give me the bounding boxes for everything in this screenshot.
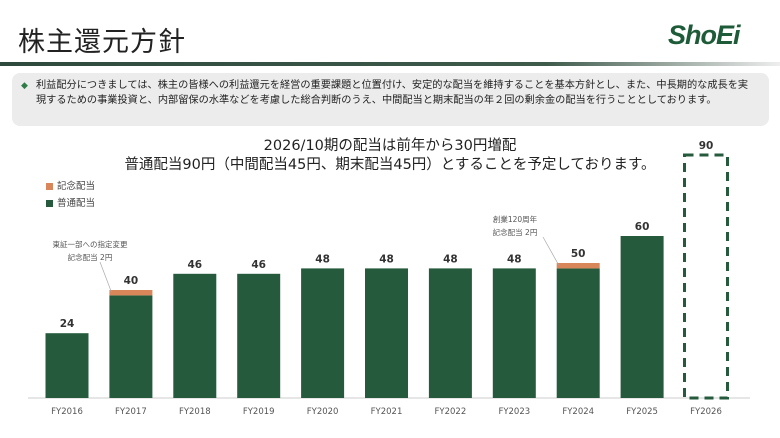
legend-swatch <box>46 183 53 190</box>
x-tick-label: FY2017 <box>115 407 147 417</box>
x-tick-label: FY2023 <box>498 407 530 417</box>
data-label: 46 <box>251 259 266 271</box>
x-tick-label: FY2020 <box>307 407 339 417</box>
diamond-bullet-icon: ◆ <box>21 81 28 91</box>
bar-ordinary <box>556 268 600 398</box>
x-tick-label: FY2018 <box>179 407 211 417</box>
bar-commemorative <box>556 263 600 269</box>
data-label: 48 <box>443 253 458 265</box>
data-label: 24 <box>60 318 75 330</box>
bar-ordinary <box>365 268 408 398</box>
data-label: 48 <box>507 253 522 265</box>
x-tick-label: FY2024 <box>562 407 594 417</box>
x-tick-label: FY2025 <box>626 407 658 417</box>
annotation-leader-line <box>99 261 112 293</box>
data-label: 50 <box>571 248 586 260</box>
legend-swatch <box>46 200 53 207</box>
legend-item-ordinary: 普通配当 <box>46 195 95 209</box>
data-label: 40 <box>124 275 139 287</box>
page-title: 株主還元方針 <box>18 27 186 58</box>
bar-commemorative <box>109 290 153 296</box>
legend-label: 普通配当 <box>57 198 96 209</box>
x-tick-label: FY2016 <box>51 407 83 417</box>
data-label: 60 <box>635 221 650 233</box>
bar-ordinary <box>45 333 89 398</box>
annotation-text: 記念配当 2円 <box>68 252 113 262</box>
legend-item-commemorative: 記念配当 <box>46 178 95 192</box>
data-label: 90 <box>699 140 714 152</box>
bar-ordinary <box>173 273 217 398</box>
annotation-leader-line <box>542 236 560 266</box>
data-label: 46 <box>187 259 202 271</box>
headline-line2: 普通配当90円（中間配当45円、期末配当45円）とすることを予定しております。 <box>124 157 656 173</box>
bar-ordinary <box>428 268 472 398</box>
x-tick-label: FY2022 <box>435 407 467 417</box>
data-label: 48 <box>315 253 330 265</box>
annotation-text: 創業120周年 <box>493 214 538 224</box>
bar-ordinary <box>237 273 281 398</box>
bar-ordinary <box>492 268 536 398</box>
x-tick-label: FY2026 <box>690 407 722 417</box>
bar-ordinary <box>301 268 345 398</box>
annotation-text: 記念配当 2円 <box>493 227 538 237</box>
headline-line1: 2026/10期の配当は前年から30円増配 <box>263 138 517 154</box>
forecast-bar <box>683 153 729 400</box>
legend-label: 記念配当 <box>57 181 96 192</box>
shoei-logo: ShoEi <box>668 20 741 50</box>
dividend-policy-box: ◆ 利益配分につきましては、株主の皆様への利益還元を経営の重要課題と位置付け、安… <box>12 73 769 126</box>
data-label: 48 <box>379 253 394 265</box>
bar-ordinary <box>620 236 664 398</box>
x-tick-label: FY2021 <box>371 407 403 417</box>
bar-ordinary <box>109 295 153 398</box>
policy-text: 利益配分につきましては、株主の皆様への利益還元を経営の重要課題と位置付け、安定的… <box>36 80 749 106</box>
header-divider <box>0 62 780 66</box>
x-tick-label: FY2019 <box>243 407 275 417</box>
annotation-text: 東証一部への指定変更 <box>53 239 128 249</box>
